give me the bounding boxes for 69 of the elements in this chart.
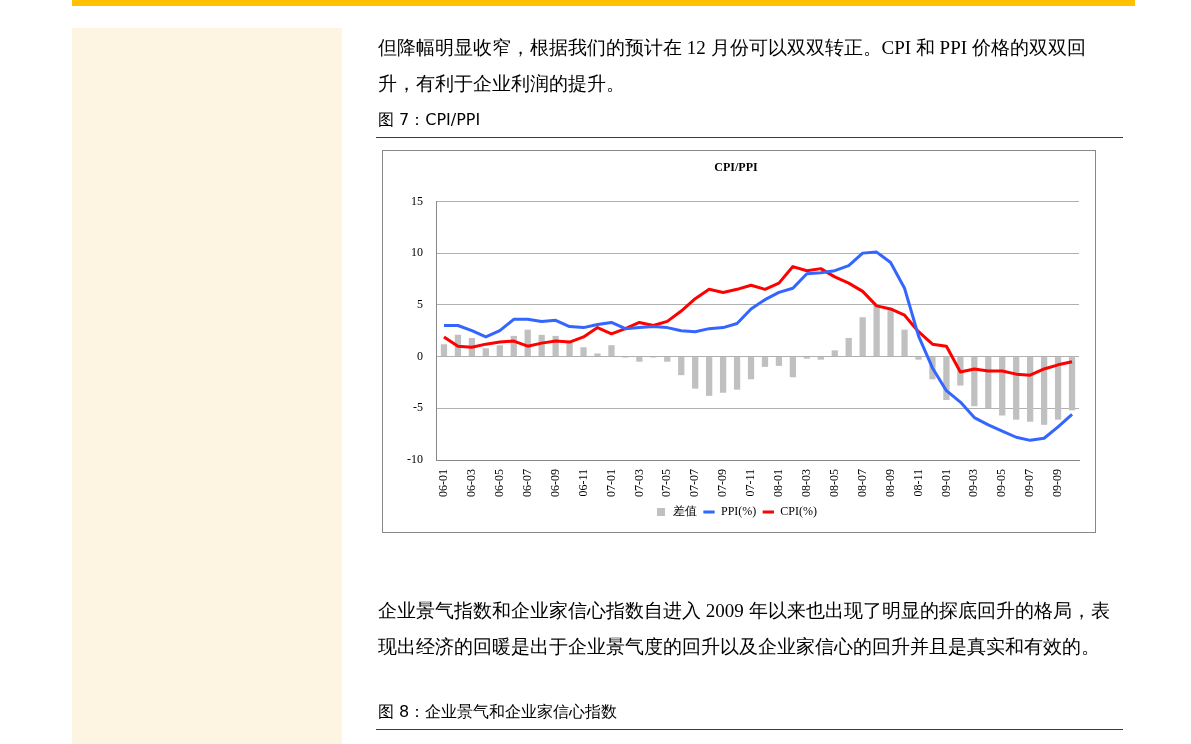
x-tick-label: 07-05 bbox=[659, 469, 674, 497]
bar bbox=[733, 357, 741, 390]
y-tick-label: -10 bbox=[407, 452, 423, 467]
x-tick-label: 09-01 bbox=[938, 469, 953, 497]
y-tick-label: 10 bbox=[411, 245, 423, 260]
bar bbox=[1068, 357, 1076, 411]
bar bbox=[594, 353, 601, 357]
bar bbox=[482, 348, 489, 357]
bar bbox=[747, 357, 755, 380]
x-tick-label: 06-09 bbox=[547, 469, 562, 497]
y-tick-label: 5 bbox=[417, 297, 423, 311]
legend-label: PPI(%) bbox=[721, 504, 757, 519]
x-tick-label: 08-01 bbox=[771, 469, 786, 497]
x-tick-label: 08-11 bbox=[910, 469, 925, 497]
bar bbox=[915, 357, 922, 360]
bar bbox=[719, 357, 727, 393]
x-tick-label: 06-11 bbox=[575, 469, 590, 497]
bar bbox=[664, 357, 671, 362]
bar bbox=[999, 357, 1006, 416]
bar bbox=[1040, 357, 1048, 425]
x-tick-label: 06-07 bbox=[519, 469, 534, 497]
bar bbox=[440, 344, 448, 357]
x-tick-label: 09-09 bbox=[1050, 469, 1065, 497]
x-tick-label: 09-07 bbox=[1022, 469, 1037, 497]
bar bbox=[761, 357, 769, 367]
bar bbox=[817, 357, 824, 360]
legend-label: CPI(%) bbox=[780, 504, 818, 519]
x-tick-label: 08-09 bbox=[882, 469, 897, 497]
bar bbox=[845, 337, 852, 357]
x-tick-label: 08-03 bbox=[799, 469, 813, 497]
bar bbox=[692, 357, 699, 389]
bar bbox=[901, 329, 908, 357]
chart-title: CPI/PPI bbox=[714, 160, 758, 175]
x-tick-label: 09-03 bbox=[966, 469, 981, 497]
x-tick-label: 08-07 bbox=[854, 469, 869, 497]
text: 企业景气指数和企业家信心指数自进入 2009 年以来也出现了明显的探底回升的格局，表现出经济的回暖是出于企业景气度的回升以及企业家信心的回升并且是真实和有效的。 bbox=[378, 599, 1111, 659]
x-tick-label: 07-01 bbox=[603, 469, 618, 497]
bar bbox=[1013, 357, 1020, 420]
bar bbox=[678, 357, 685, 376]
legend-label: 差值 bbox=[673, 504, 697, 519]
bar bbox=[706, 357, 713, 396]
x-tick-label: 08-05 bbox=[826, 469, 841, 497]
x-tick-label: 07-07 bbox=[687, 469, 702, 497]
caption: 图 8：企业景气和企业家信心指数 bbox=[378, 702, 619, 723]
x-tick-label: 06-01 bbox=[436, 469, 451, 497]
bar bbox=[789, 357, 797, 378]
bar bbox=[831, 350, 838, 357]
bar bbox=[859, 317, 866, 357]
x-tick-label: 07-11 bbox=[743, 469, 758, 497]
y-tick-label: 15 bbox=[411, 193, 423, 208]
bar bbox=[608, 345, 615, 357]
bar bbox=[775, 357, 783, 366]
x-tick-label: 07-09 bbox=[715, 469, 730, 497]
text: 但降幅明显收窄，根据我们的预计在 12 月份可以双双转正。CPI 和 PPI 价格的双双回升，有利于企业利润的提升。 bbox=[378, 36, 1087, 96]
x-tick-label: 06-05 bbox=[491, 469, 506, 497]
x-tick-label: 09-05 bbox=[994, 469, 1009, 497]
bar bbox=[1054, 357, 1062, 420]
y-tick-label: 0 bbox=[417, 348, 423, 363]
bar bbox=[873, 304, 880, 357]
caption: 图 7：CPI/PPI bbox=[378, 110, 482, 131]
bar bbox=[580, 347, 587, 357]
x-tick-label: 06-03 bbox=[464, 469, 479, 497]
bar bbox=[1027, 357, 1034, 422]
bar bbox=[496, 345, 503, 357]
bar bbox=[636, 357, 643, 362]
bar bbox=[566, 342, 573, 357]
bar bbox=[887, 310, 894, 357]
x-tick-label: 07-03 bbox=[631, 469, 646, 497]
y-tick-label: -5 bbox=[413, 400, 423, 415]
